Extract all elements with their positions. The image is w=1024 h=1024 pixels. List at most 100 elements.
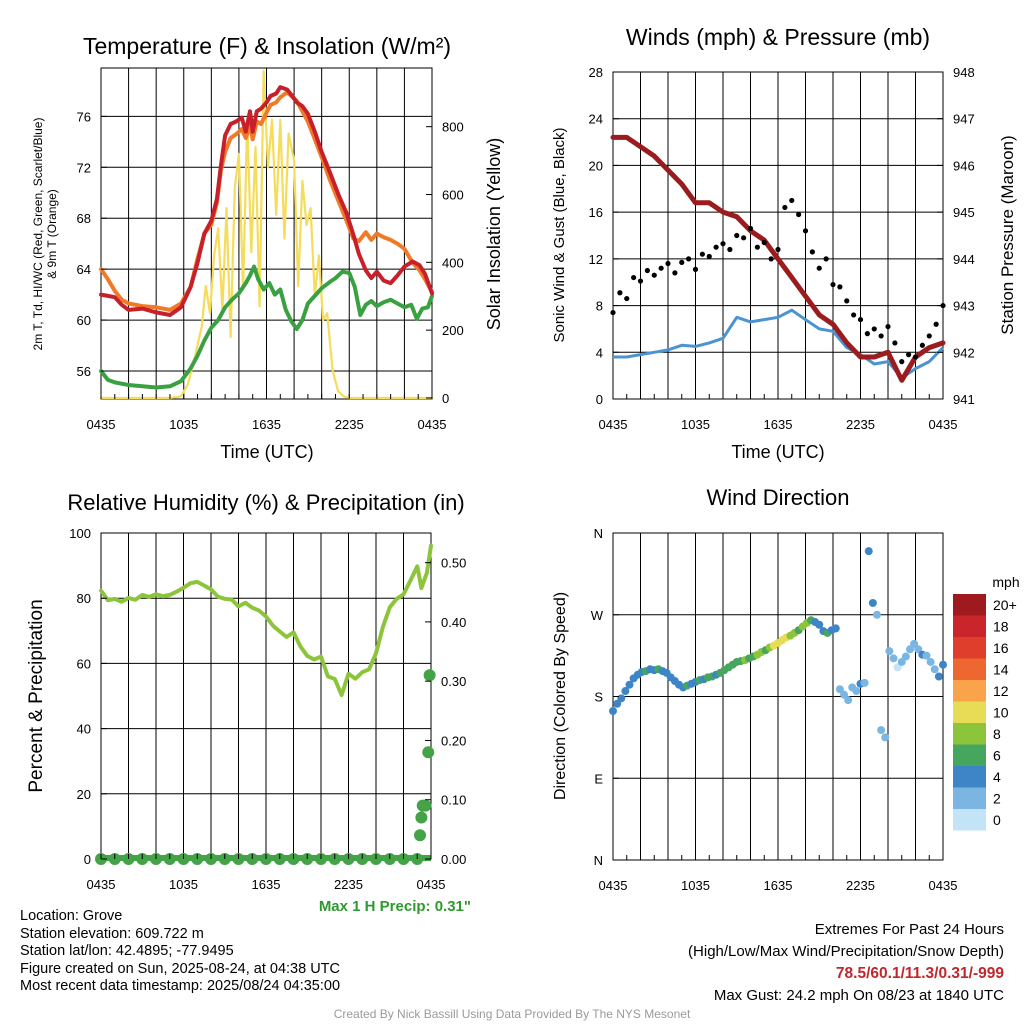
y2-tick-label: 0.20 xyxy=(441,733,466,748)
y-tick-label: 80 xyxy=(77,591,91,606)
speed-legend: mph 20+ 18 16 14 12 10 8 6 4 2 0 xyxy=(953,574,1020,831)
gust-point xyxy=(912,354,919,360)
y2-tick-label: 200 xyxy=(442,323,464,338)
recent-timestamp: Most recent data timestamp: 2025/08/24 0… xyxy=(20,978,341,994)
legend-label: 18 xyxy=(993,618,1009,634)
y2-tick-label: 0.30 xyxy=(441,674,466,689)
station-elevation: Station elevation: 609.722 m xyxy=(20,925,204,942)
y-tick-label: 4 xyxy=(596,345,603,360)
x-tick-label: 1035 xyxy=(169,417,198,432)
series-line-rh xyxy=(99,543,433,697)
y-tick-label: 56 xyxy=(77,364,91,379)
direction-point xyxy=(864,547,873,556)
legend-swatch xyxy=(953,723,986,745)
panel-temperature: Temperature (F) & Insolation (W/m²) 0435… xyxy=(31,33,504,462)
gust-point xyxy=(851,312,857,318)
gust-point xyxy=(761,239,767,246)
gust-point xyxy=(878,333,884,339)
precip-point xyxy=(423,669,436,682)
direction-point xyxy=(835,685,844,694)
y-tick-label: 60 xyxy=(77,313,91,328)
gust-point xyxy=(816,265,822,271)
y2-tick-label: 800 xyxy=(442,120,464,135)
x-tick-label: 0435 xyxy=(929,878,958,893)
y-tick-label: 60 xyxy=(77,656,91,671)
direction-point xyxy=(844,696,853,705)
direction-point xyxy=(906,645,914,654)
direction-point xyxy=(860,678,869,687)
gust-point xyxy=(692,266,699,272)
y-tick-label: 20 xyxy=(77,787,91,802)
legend-swatch xyxy=(953,680,986,702)
legend-label: 12 xyxy=(993,683,1009,699)
max-gust: Max Gust: 24.2 mph On 08/23 at 1840 UTC xyxy=(713,987,1004,1004)
y-tick-label: 40 xyxy=(77,722,91,737)
gust-point xyxy=(610,309,616,316)
direction-point xyxy=(621,687,630,696)
direction-point xyxy=(815,620,824,629)
station-location: Location: Grove xyxy=(20,908,123,924)
legend-title: mph xyxy=(992,574,1019,590)
gust-point xyxy=(789,197,795,204)
y-axis-label-humidity: Percent & Precipitation xyxy=(26,599,47,792)
legend-swatch xyxy=(953,787,986,809)
legend-swatch xyxy=(953,615,986,637)
y-tick-label: 68 xyxy=(77,211,91,226)
gust-point xyxy=(686,256,692,262)
y-tick-label: S xyxy=(594,690,603,705)
legend-label: 16 xyxy=(993,640,1009,656)
gust-point xyxy=(782,204,788,211)
y2-tick-label: 946 xyxy=(953,158,975,173)
gust-point xyxy=(734,232,740,239)
x-tick-label: 0435 xyxy=(87,417,116,432)
y2-tick-label: 0.50 xyxy=(441,556,466,571)
gust-point xyxy=(651,272,657,278)
legend-label: 14 xyxy=(993,661,1009,677)
gust-point xyxy=(617,290,623,296)
direction-point xyxy=(914,645,923,654)
direction-point xyxy=(877,726,886,735)
y-tick-label: 20 xyxy=(589,158,603,173)
legend-label: 8 xyxy=(993,726,1001,742)
y2-tick-label: 945 xyxy=(953,205,975,220)
x-tick-label: 1635 xyxy=(252,877,281,892)
max-precip-label: Max 1 H Precip: 0.31" xyxy=(319,898,471,915)
direction-point xyxy=(939,660,947,669)
x-tick-label: 1035 xyxy=(681,878,710,893)
y-tick-label: 12 xyxy=(589,252,603,267)
y2-tick-label: 0.40 xyxy=(441,615,466,630)
y-axis-label-winds: Sonic Wind & Gust (Blue, Black) xyxy=(551,127,568,342)
x-tick-label: 2235 xyxy=(334,877,363,892)
direction-point xyxy=(840,690,848,699)
series-line-temp_2m xyxy=(99,85,434,317)
direction-point xyxy=(617,694,626,703)
legend-swatch xyxy=(953,637,986,659)
direction-point xyxy=(613,699,622,708)
gust-point xyxy=(885,323,891,330)
direction-point xyxy=(873,610,881,619)
gust-point xyxy=(857,316,864,323)
gust-point xyxy=(713,244,719,250)
gust-point xyxy=(747,225,754,232)
y-tick-label: 0 xyxy=(84,852,91,867)
precip-point xyxy=(422,746,435,759)
direction-point xyxy=(893,663,902,672)
direction-point xyxy=(930,665,939,674)
direction-point xyxy=(901,652,910,661)
direction-point xyxy=(831,624,840,633)
gust-point xyxy=(658,265,664,271)
panel-humidity: Relative Humidity (%) & Precipitation (i… xyxy=(26,490,471,915)
x-tick-label: 1635 xyxy=(764,878,793,893)
gust-point xyxy=(871,326,877,332)
y-tick-label: 8 xyxy=(596,299,603,314)
y2-tick-label: 944 xyxy=(953,252,975,267)
series-line-dewpoint_2m xyxy=(99,264,434,390)
legend-swatch xyxy=(953,809,986,831)
station-latlon: Station lat/lon: 42.4895; -77.9495 xyxy=(20,943,234,959)
x-tick-label: 0435 xyxy=(418,417,447,432)
gust-point xyxy=(809,249,815,255)
y2-axis-label-temperature: Solar Insolation (Yellow) xyxy=(484,138,504,330)
x-tick-label: 1635 xyxy=(764,417,793,432)
legend-swatch xyxy=(953,658,986,680)
